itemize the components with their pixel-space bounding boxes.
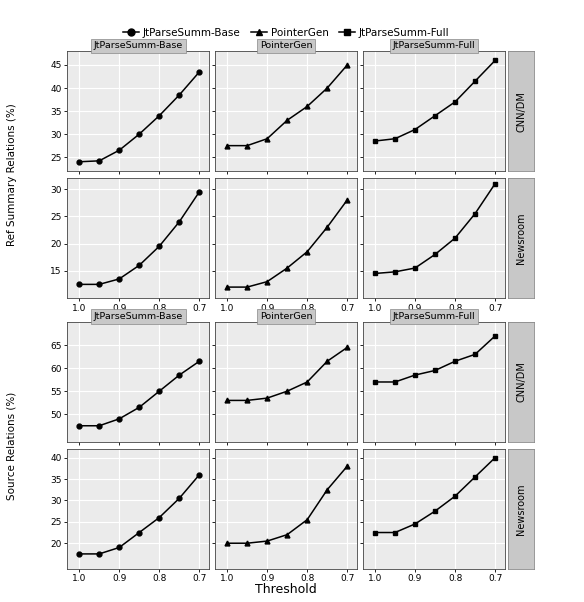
Text: Newsroom: Newsroom <box>516 213 526 264</box>
Text: Ref Summary Relations (%): Ref Summary Relations (%) <box>6 103 17 246</box>
Text: CNN/DM: CNN/DM <box>516 91 526 131</box>
Title: PointerGen: PointerGen <box>260 312 312 321</box>
Text: Newsroom: Newsroom <box>516 483 526 535</box>
Title: JtParseSumm-Full: JtParseSumm-Full <box>393 312 475 321</box>
Title: PointerGen: PointerGen <box>260 42 312 51</box>
Text: Threshold: Threshold <box>255 583 317 596</box>
Legend: JtParseSumm-Base, PointerGen, JtParseSumm-Full: JtParseSumm-Base, PointerGen, JtParseSum… <box>123 28 450 38</box>
Title: JtParseSumm-Base: JtParseSumm-Base <box>93 42 183 51</box>
Title: JtParseSumm-Base: JtParseSumm-Base <box>93 312 183 321</box>
Text: Source Relations (%): Source Relations (%) <box>6 391 17 500</box>
Title: JtParseSumm-Full: JtParseSumm-Full <box>393 42 475 51</box>
Text: CNN/DM: CNN/DM <box>516 362 526 402</box>
